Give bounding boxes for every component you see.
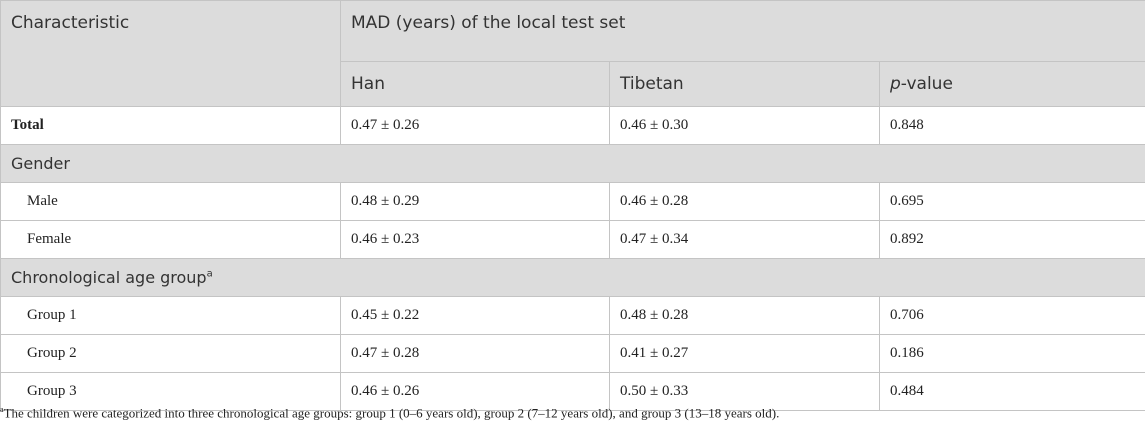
cell: 0.848 xyxy=(878,106,1145,145)
cell: 0.46 ± 0.26 xyxy=(340,372,610,411)
row-label: Total xyxy=(0,106,341,145)
footnote: aThe children were categorized into thre… xyxy=(0,405,779,421)
cell: 0.47 ± 0.26 xyxy=(340,106,610,145)
cell: 0.706 xyxy=(878,296,1145,335)
cell: 0.46 ± 0.30 xyxy=(609,106,880,145)
footnote-text: The children were categorized into three… xyxy=(3,405,780,421)
section-row: Gender xyxy=(0,144,1145,183)
table-row: Female 0.46 ± 0.23 0.47 ± 0.34 0.892 xyxy=(0,220,1145,259)
cell: 0.46 ± 0.23 xyxy=(340,220,610,259)
cell: 0.47 ± 0.28 xyxy=(340,334,610,373)
cell: 0.48 ± 0.28 xyxy=(609,296,880,335)
cell: 0.47 ± 0.34 xyxy=(609,220,880,259)
cell: 0.45 ± 0.22 xyxy=(340,296,610,335)
table-row: Total 0.47 ± 0.26 0.46 ± 0.30 0.848 xyxy=(0,106,1145,145)
cell: 0.48 ± 0.29 xyxy=(340,182,610,221)
section-row: Chronological age groupa xyxy=(0,258,1145,297)
row-label: Group 3 xyxy=(0,372,341,411)
header-column: Tibetan xyxy=(609,61,880,107)
footnote-marker: a xyxy=(0,405,4,414)
results-table: Characteristic MAD (years) of the local … xyxy=(0,0,1145,411)
header-group: MAD (years) of the local test set xyxy=(339,0,1145,62)
section-cell: Chronological age groupa xyxy=(0,258,1145,297)
cell: 0.46 ± 0.28 xyxy=(609,182,880,221)
header-column: Han xyxy=(340,61,610,107)
cell: 0.41 ± 0.27 xyxy=(609,334,880,373)
row-label: Group 2 xyxy=(0,334,341,373)
section-marker: a xyxy=(206,268,213,280)
cell: 0.892 xyxy=(878,220,1145,259)
row-label: Male xyxy=(0,182,341,221)
section-label: Chronological age group xyxy=(11,268,207,287)
header-column: p-value xyxy=(878,61,1145,107)
cell: 0.695 xyxy=(878,182,1145,221)
table-row: Male 0.48 ± 0.29 0.46 ± 0.28 0.695 xyxy=(0,182,1145,221)
header-characteristic: Characteristic xyxy=(0,0,341,107)
section-label: Gender xyxy=(11,154,70,173)
table-row: Group 2 0.47 ± 0.28 0.41 ± 0.27 0.186 xyxy=(0,334,1145,373)
table-row: Group 3 0.46 ± 0.26 0.50 ± 0.33 0.484 xyxy=(0,372,1145,411)
row-label: Group 1 xyxy=(0,296,341,335)
cell: 0.186 xyxy=(878,334,1145,373)
table-body: Total 0.47 ± 0.26 0.46 ± 0.30 0.848 Gender Ma… xyxy=(0,106,1145,411)
section-cell: Gender xyxy=(0,144,1145,183)
table-row: Group 1 0.45 ± 0.22 0.48 ± 0.28 0.706 xyxy=(0,296,1145,335)
cell: 0.484 xyxy=(878,372,1145,411)
row-label: Female xyxy=(0,220,341,259)
